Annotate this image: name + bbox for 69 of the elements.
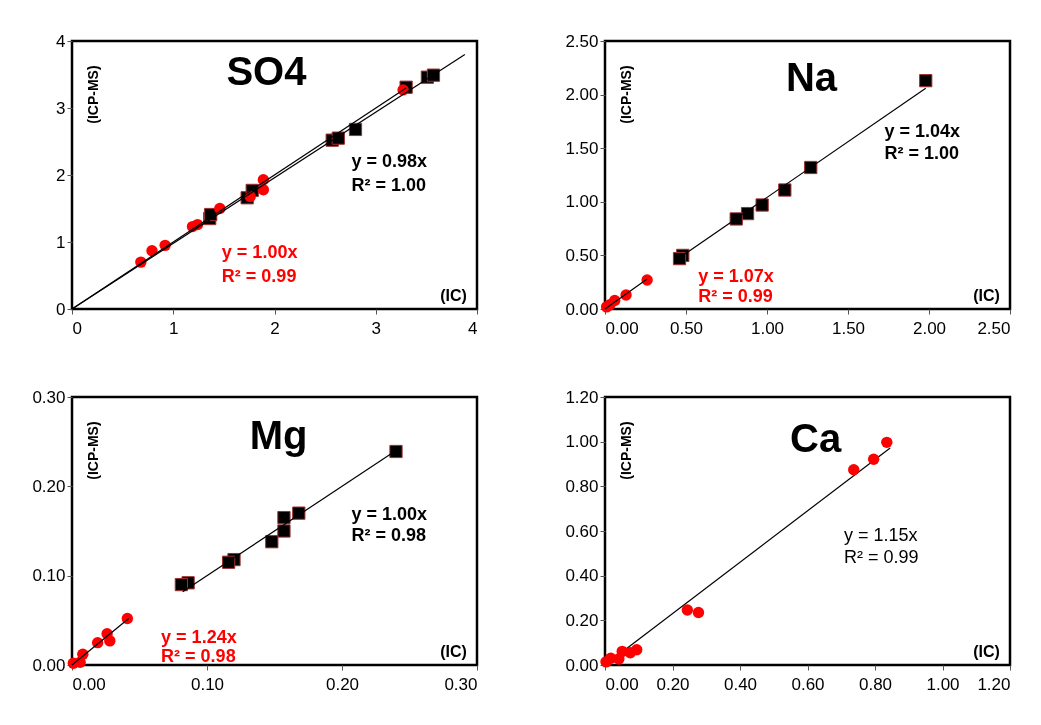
x-tick-label: 1 (169, 318, 179, 338)
text: Ca (790, 415, 842, 460)
annotation: R² = 0.99 (698, 285, 773, 306)
y-tick-label: 4 (56, 31, 66, 51)
y-tick-label: 3 (56, 98, 66, 118)
y-tick-label: 2.00 (565, 85, 599, 105)
annotation: R² = 1.00 (351, 174, 426, 195)
x-tick-label: 3 (371, 318, 381, 338)
y-tick-label: 0.40 (565, 566, 599, 586)
annotation: y = 1.15x (843, 525, 918, 546)
x-tick-label: 2.50 (977, 318, 1011, 338)
y-tick-label: 0.10 (32, 566, 66, 586)
x-tick-label: 2.00 (912, 318, 947, 338)
y-axis-title: (ICP-MS) (618, 65, 635, 124)
y-tick-label: 2.50 (565, 31, 599, 51)
x-tick-label: 0.60 (791, 674, 825, 694)
y-tick-label: 0.20 (32, 476, 66, 496)
y-axis-title: (ICP-MS) (85, 65, 102, 124)
y-tick-label: 0 (56, 299, 66, 319)
x-tick-label: 0.40 (723, 674, 758, 694)
annotation: y = 1.24x (161, 627, 237, 648)
chart-title: Mg (249, 413, 308, 458)
x-axis-title: (IC) (440, 286, 467, 304)
y-tick-label: 0.00 (565, 655, 599, 675)
annotation: R² = 0.99 (221, 265, 297, 286)
x-tick-label: 0.00 (605, 318, 639, 338)
x-tick-label: 0.00 (605, 674, 639, 694)
x-tick-label: 0.50 (669, 318, 704, 338)
x-tick-label: 1.00 (750, 318, 785, 338)
x-axis-title: (IC) (440, 642, 467, 660)
annotation: R² = 0.98 (351, 525, 426, 546)
y-tick-label: 2 (56, 165, 66, 185)
y-axis-title: (ICP-MS) (85, 421, 102, 480)
y-tick-label: 1.00 (565, 432, 599, 452)
x-tick-label: 0.10 (190, 674, 225, 694)
x-tick-label: 1.00 (926, 674, 960, 694)
annotation: R² = 1.00 (884, 142, 959, 163)
x-tick-label: 0.20 (656, 674, 690, 694)
y-tick-label: 1.20 (565, 387, 599, 407)
annotation: y = 1.07x (698, 265, 774, 286)
y-tick-label: 0.00 (32, 655, 66, 675)
x-tick-label: 1.20 (977, 674, 1011, 694)
y-axis-title: (ICP-MS) (618, 421, 635, 480)
x-axis-title: (IC) (973, 642, 1000, 660)
annotation: y = 0.98x (351, 150, 428, 171)
x-tick-label: 0.00 (72, 674, 106, 694)
x-tick-label: 1.50 (831, 318, 866, 338)
y-tick-label: 0.50 (565, 245, 599, 265)
y-tick-label: 1 (56, 232, 66, 252)
y-tick-label: 1.50 (565, 138, 599, 158)
x-tick-label: 2 (270, 318, 280, 338)
y-tick-label: 0.30 (32, 387, 66, 407)
y-tick-label: 0.20 (565, 610, 599, 630)
chart-title: SO4 (226, 49, 308, 94)
annotation: y = 1.00x (221, 241, 298, 262)
x-tick-label: 4 (468, 318, 478, 338)
annotation: y = 1.04x (884, 121, 961, 142)
x-tick-label: 0 (72, 318, 82, 338)
x-tick-label: 0.30 (444, 674, 478, 694)
y-tick-label: 1.00 (565, 192, 599, 212)
y-tick-label: 0.00 (565, 299, 599, 319)
x-tick-label: 0.80 (858, 674, 893, 694)
annotation: R² = 0.99 (843, 546, 919, 567)
chart-title: Na (785, 54, 838, 99)
y-tick-label: 0.80 (565, 476, 599, 496)
x-tick-label: 0.20 (325, 674, 360, 694)
annotation: y = 1.00x (351, 503, 428, 524)
y-tick-label: 0.60 (565, 521, 599, 541)
x-axis-title: (IC) (973, 286, 1000, 304)
